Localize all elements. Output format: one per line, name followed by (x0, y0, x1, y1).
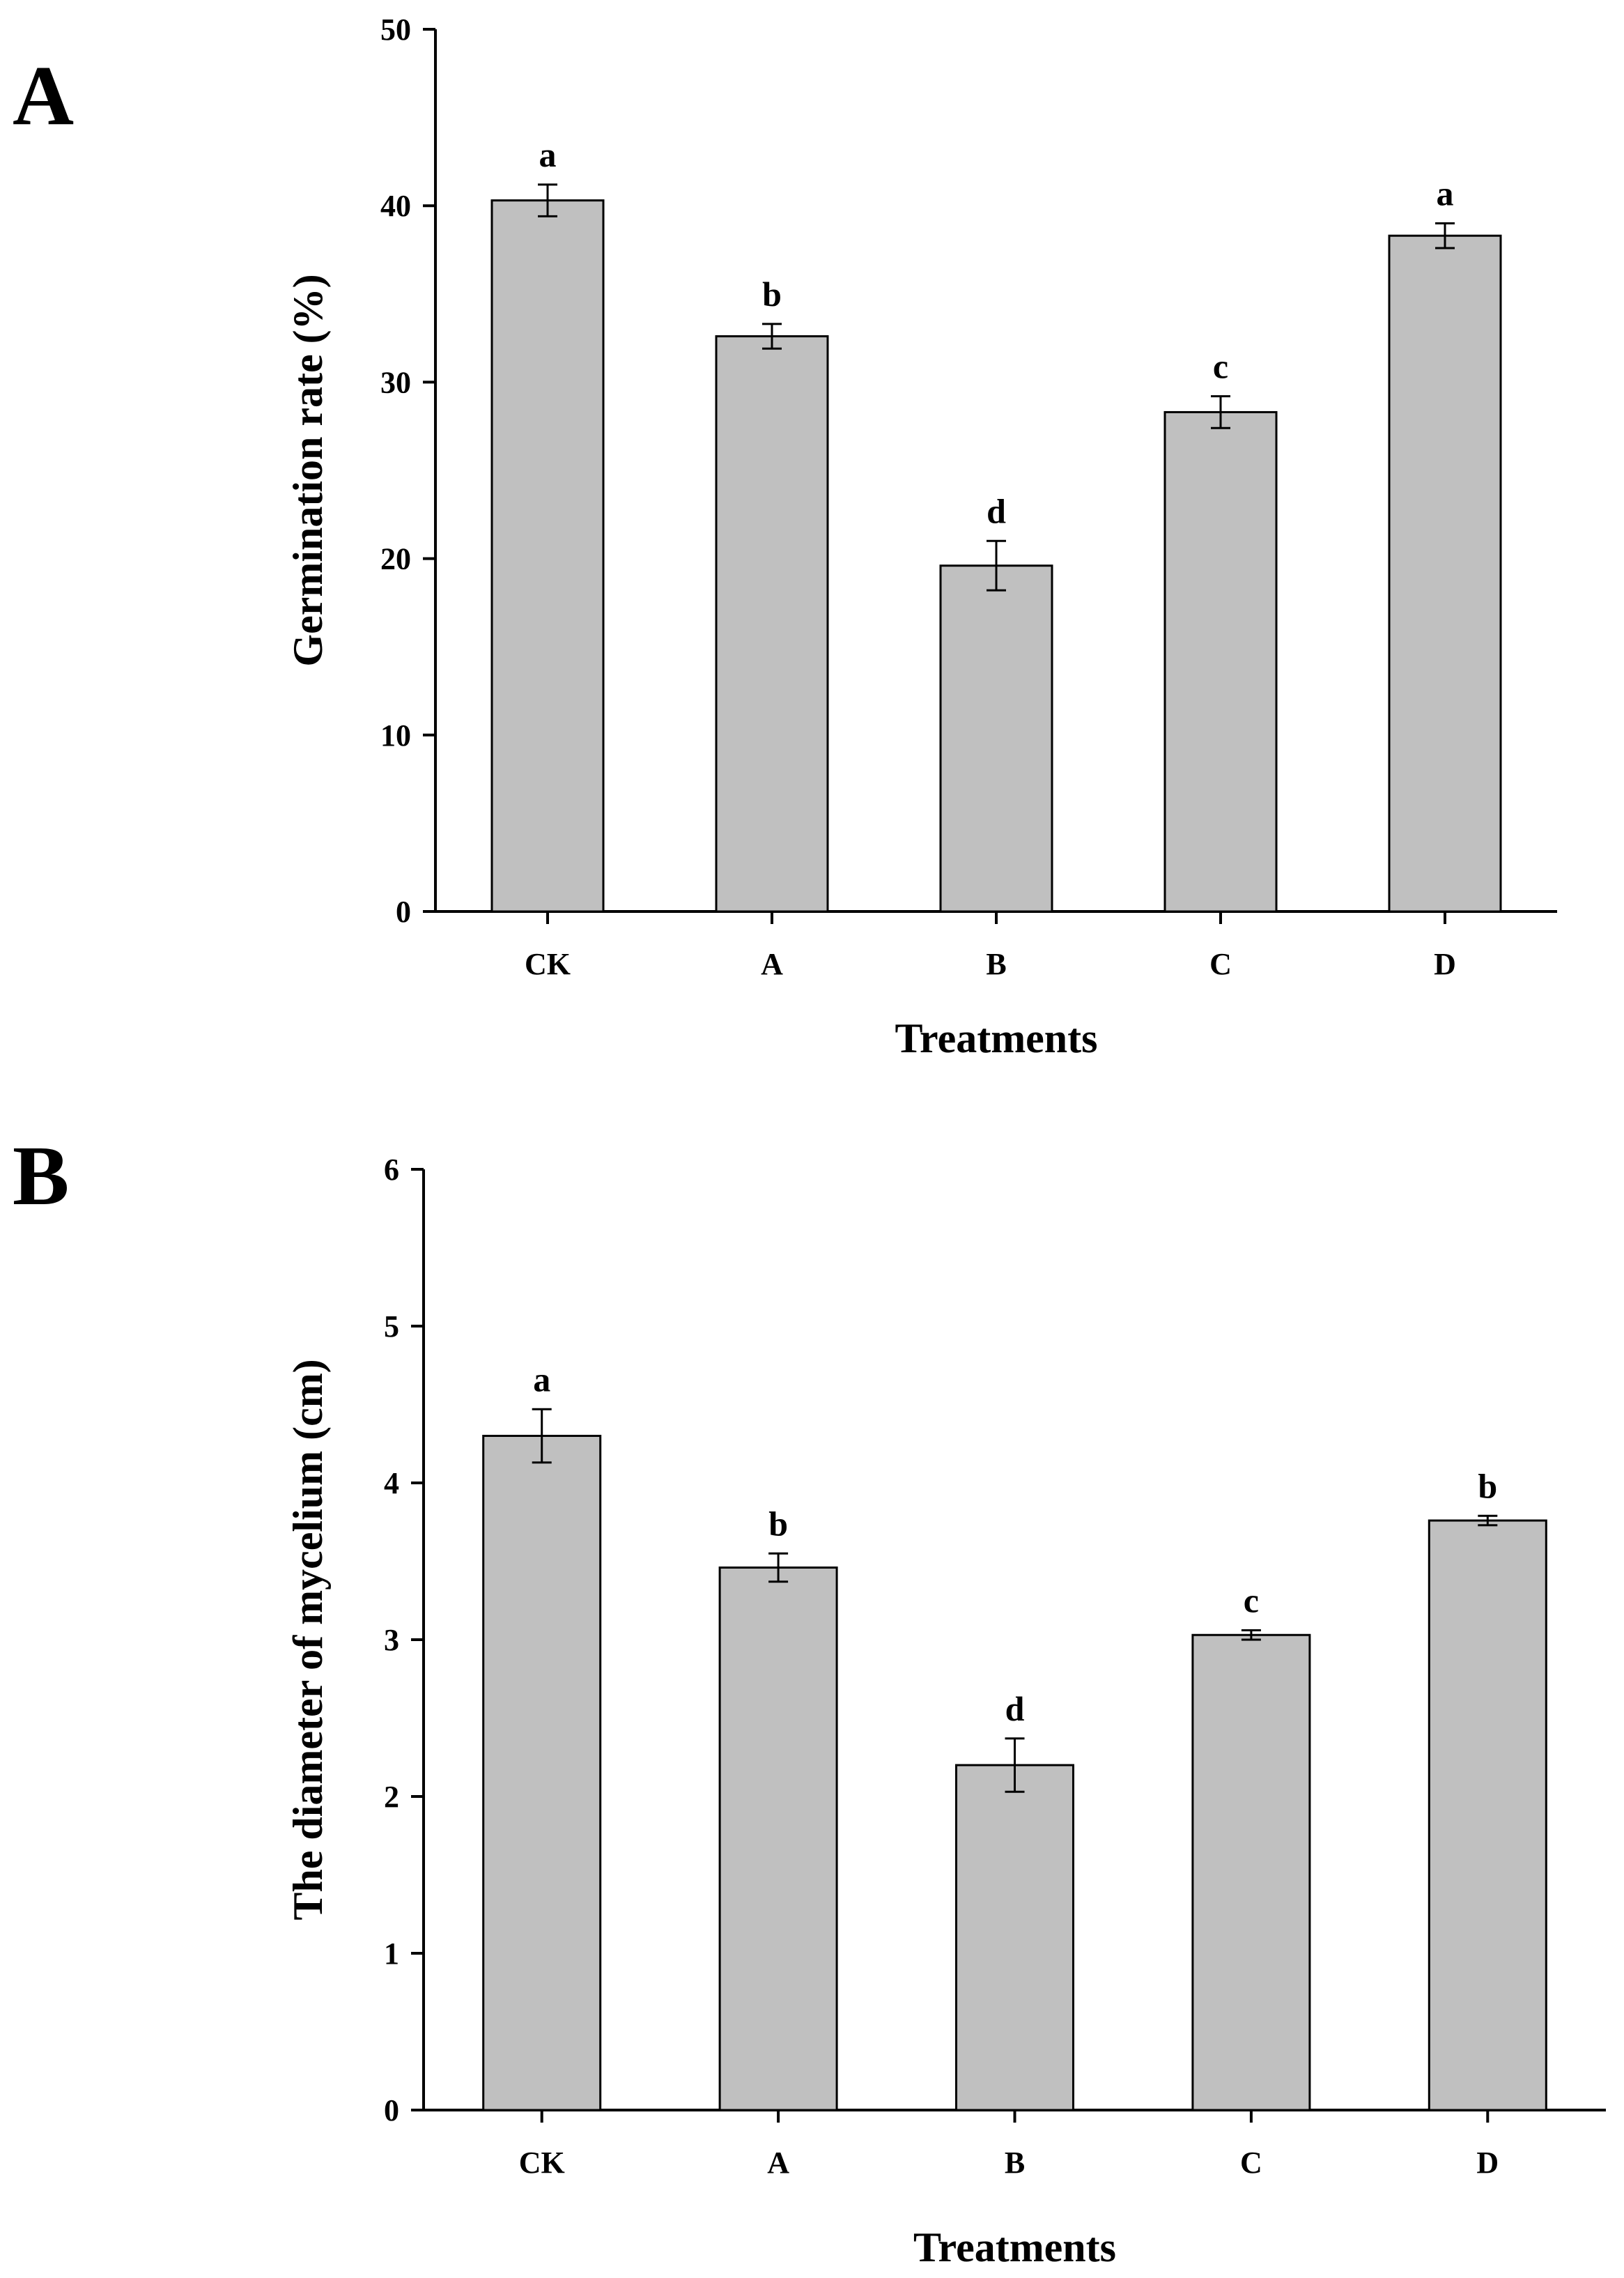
panel-a-bar-a (715, 335, 829, 913)
panel-a: A 0 10 20 30 40 50 Germination rate (%) Treatme… (13, 13, 1557, 1061)
panel-b-y-tick-label: 3 (384, 1623, 399, 1657)
panel-b-x-tick-label: D (1476, 2146, 1499, 2180)
panel-b-significance-letter: b (768, 1504, 788, 1543)
panel-a-y-tick-label: 0 (396, 895, 411, 929)
panel-a-bar-d (1388, 234, 1502, 913)
panel-b-y-tick-label: 5 (384, 1309, 399, 1344)
panel-a-y-tick-label: 50 (380, 13, 411, 47)
panel-b-x-tick-label: C (1240, 2146, 1262, 2180)
panel-b-x-axis-title: Treatments (913, 2224, 1116, 2270)
panel-a-bar-b (939, 564, 1053, 913)
panel-a-x-tick-label: D (1434, 947, 1456, 981)
panel-a-x-tick-label: C (1209, 947, 1232, 981)
panel-a-bar-ck (490, 199, 605, 913)
panel-b-y-tick-label: 6 (384, 1153, 399, 1187)
panel-a-x-tick-label: B (986, 947, 1006, 981)
panel-b-bar-c (1191, 1633, 1311, 2111)
panel-letter-a: A (13, 49, 74, 143)
panel-letter-b: B (13, 1129, 69, 1223)
panel-b-significance-letter: a (533, 1360, 550, 1399)
panel-a-bar-c (1163, 410, 1278, 913)
panel-b-x-tick-label: A (767, 2146, 789, 2180)
panel-a-y-tick-label: 30 (380, 365, 411, 399)
panel-b-x-tick-label: B (1005, 2146, 1025, 2180)
panel-b-x-tick-label: CK (519, 2146, 565, 2180)
panel-a-significance-letter: d (987, 491, 1006, 530)
panel-a-y-tick-label: 10 (380, 718, 411, 753)
panel-a-x-tick-label: CK (525, 947, 571, 981)
panel-b-bar-b (955, 1764, 1074, 2111)
panel-b-bar-ck (482, 1435, 602, 2111)
panel-a-x-tick-label: A (761, 947, 783, 981)
panel-b-significance-letter: b (1478, 1466, 1497, 1505)
panel-a-significance-letter: a (1437, 174, 1454, 213)
panel-b-significance-letter: d (1005, 1689, 1025, 1728)
panel-a-x-axis-title: Treatments (895, 1015, 1097, 1061)
panel-b-y-tick-label: 2 (384, 1780, 399, 1814)
panel-a-y-tick-label: 40 (380, 189, 411, 223)
panel-a-significance-letter: a (539, 135, 557, 174)
panel-b-bar-a (718, 1567, 838, 2111)
panel-b-y-axis-title: The diameter of mycelium (cm) (285, 1359, 331, 1920)
panel-b-y-tick-label: 0 (384, 2093, 399, 2127)
panel-a-y-tick-label: 20 (380, 542, 411, 576)
panel-b: B 0 1 2 3 4 5 6 The diameter of mycelium (cm) Tr… (13, 1129, 1606, 2270)
panel-b-bar-d (1428, 1519, 1547, 2111)
panel-a-significance-letter: c (1213, 347, 1228, 386)
panel-b-significance-letter: c (1244, 1581, 1259, 1620)
panel-a-y-axis-title: Germination rate (%) (285, 274, 331, 666)
panel-a-significance-letter: b (762, 275, 782, 314)
panel-b-y-tick-label: 1 (384, 1937, 399, 1971)
panel-b-y-tick-label: 4 (384, 1466, 399, 1500)
